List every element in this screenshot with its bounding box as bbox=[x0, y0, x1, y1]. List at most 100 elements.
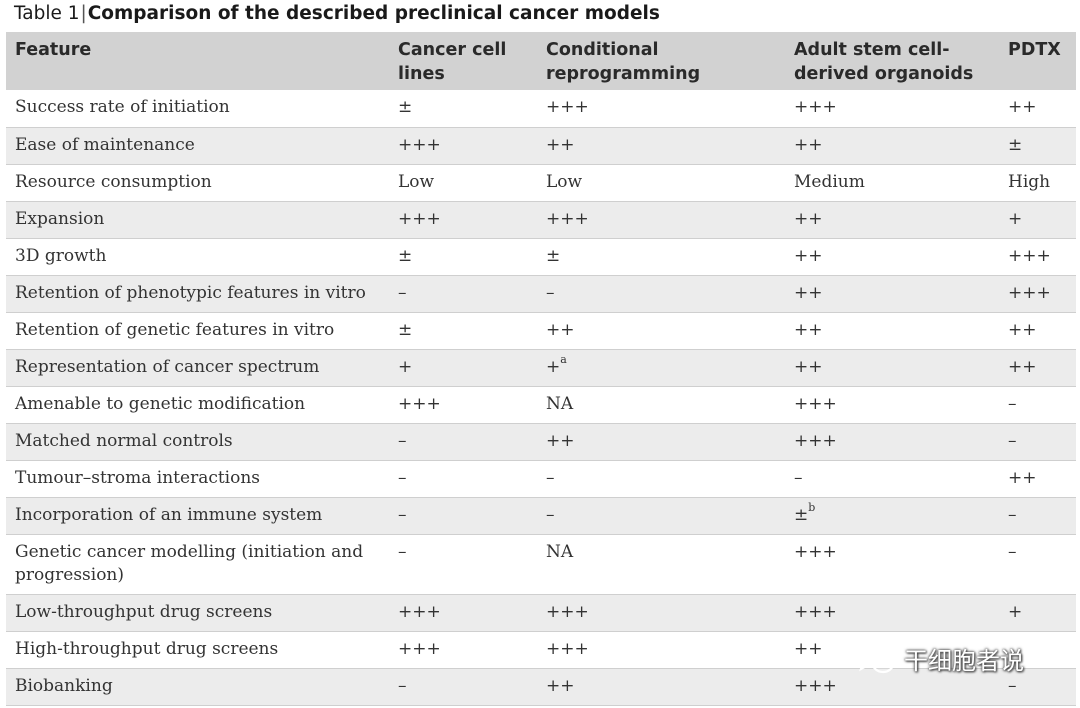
cell-value: + bbox=[1008, 601, 1023, 622]
feature-cell: Retention of genetic features in vitro bbox=[6, 312, 389, 350]
feature-cell: Retention of phenotypic features in vitr… bbox=[6, 275, 389, 313]
value-cell: Medium bbox=[785, 164, 999, 202]
value-cell: ±b bbox=[785, 497, 999, 535]
table-row: Tumour–stroma interactions – – – ++ bbox=[6, 460, 1076, 498]
header-pdtx: PDTX bbox=[999, 32, 1076, 90]
cell-value: +++ bbox=[398, 601, 441, 622]
cell-value: – bbox=[546, 504, 555, 525]
footnote-marker: b bbox=[808, 500, 816, 514]
cell-value: +++ bbox=[794, 541, 837, 562]
header-row: Feature Cancer cell lines Conditional re… bbox=[6, 32, 1076, 90]
value-cell: ++ bbox=[785, 238, 999, 276]
value-cell: – bbox=[537, 497, 785, 535]
value-cell: + bbox=[999, 594, 1076, 632]
cell-value: ++ bbox=[546, 134, 575, 155]
cell-value: +++ bbox=[398, 393, 441, 414]
cell-value: ++ bbox=[794, 319, 823, 340]
cell-value: High bbox=[1008, 171, 1051, 192]
cell-value: ± bbox=[398, 97, 413, 117]
value-cell: – bbox=[999, 423, 1076, 461]
header-feature: Feature bbox=[6, 32, 389, 90]
table-label: Table 1 bbox=[14, 3, 80, 24]
value-cell: ++ bbox=[785, 349, 999, 387]
cell-value: +++ bbox=[1008, 282, 1051, 303]
feature-cell: Low-throughput drug screens bbox=[6, 594, 389, 632]
value-cell: ++ bbox=[785, 275, 999, 313]
cell-value: +++ bbox=[546, 601, 589, 622]
value-cell: +++ bbox=[785, 668, 999, 706]
value-cell: ++ bbox=[999, 312, 1076, 350]
value-cell: High bbox=[999, 164, 1076, 202]
value-cell: ± bbox=[389, 238, 537, 276]
value-cell: – bbox=[389, 460, 537, 498]
value-cell: +++ bbox=[785, 386, 999, 424]
value-cell: ++ bbox=[785, 312, 999, 350]
feature-cell: Incorporation of an immune system bbox=[6, 497, 389, 535]
watermark-text: 干细胞者说 bbox=[904, 647, 1024, 675]
cell-value: – bbox=[546, 282, 555, 303]
cell-value: – bbox=[398, 467, 407, 488]
cell-value: + bbox=[398, 356, 413, 377]
cell-value: ++ bbox=[794, 134, 823, 155]
value-cell: ++ bbox=[999, 349, 1076, 387]
value-cell: ++ bbox=[537, 312, 785, 350]
cell-value: – bbox=[1008, 541, 1017, 562]
table-row: 3D growth ± ± ++ +++ bbox=[6, 238, 1076, 276]
cell-value: – bbox=[1008, 393, 1017, 414]
cell-value: ++ bbox=[1008, 467, 1037, 488]
feature-cell: High-throughput drug screens bbox=[6, 631, 389, 669]
cell-value: – bbox=[1008, 504, 1017, 525]
value-cell: ++ bbox=[537, 668, 785, 706]
cell-value: – bbox=[1008, 675, 1017, 696]
cell-value: ++ bbox=[794, 638, 823, 659]
value-cell: ± bbox=[537, 238, 785, 276]
cell-value: Low bbox=[546, 171, 583, 192]
value-cell: – bbox=[389, 423, 537, 461]
feature-cell: Expansion bbox=[6, 201, 389, 239]
table-row: Ease of maintenance +++ ++ ++ ± bbox=[6, 127, 1076, 165]
table-row: Expansion +++ +++ ++ + bbox=[6, 201, 1076, 239]
cell-value: – bbox=[398, 541, 407, 562]
value-cell: Low bbox=[389, 164, 537, 202]
cell-value: NA bbox=[546, 541, 574, 562]
value-cell: ++ bbox=[999, 460, 1076, 498]
feature-cell: Representation of cancer spectrum bbox=[6, 349, 389, 387]
cell-value: Low bbox=[398, 171, 435, 192]
value-cell bbox=[999, 631, 1076, 669]
cell-value: +++ bbox=[546, 638, 589, 659]
value-cell: ++ bbox=[537, 127, 785, 165]
value-cell: +++ bbox=[999, 238, 1076, 276]
table-row: Matched normal controls – ++ +++ – bbox=[6, 423, 1076, 461]
value-cell: – bbox=[389, 275, 537, 313]
cell-value: +++ bbox=[398, 638, 441, 659]
cell-value: – bbox=[398, 282, 407, 303]
value-cell: – bbox=[785, 460, 999, 498]
table-row: High-throughput drug screens +++ +++ ++ bbox=[6, 631, 1076, 669]
cell-value: ++ bbox=[1008, 97, 1037, 117]
value-cell: – bbox=[999, 668, 1076, 706]
cell-value: + bbox=[546, 356, 561, 377]
table-row: Retention of genetic features in vitro ± +… bbox=[6, 312, 1076, 350]
value-cell: ++ bbox=[785, 127, 999, 165]
cell-value: ± bbox=[794, 504, 809, 525]
value-cell: ± bbox=[389, 90, 537, 128]
cell-value: ± bbox=[398, 245, 413, 266]
table-row: Retention of phenotypic features in vitr… bbox=[6, 275, 1076, 313]
cell-value: ++ bbox=[794, 245, 823, 266]
cell-value: +++ bbox=[1008, 245, 1051, 266]
cell-value: ++ bbox=[794, 282, 823, 303]
cell-value: – bbox=[398, 675, 407, 696]
table-row: Genetic cancer modelling (initiation and… bbox=[6, 534, 1076, 595]
value-cell: ± bbox=[389, 312, 537, 350]
cell-value: NA bbox=[546, 393, 574, 414]
value-cell: + bbox=[999, 201, 1076, 239]
feature-cell: Tumour–stroma interactions bbox=[6, 460, 389, 498]
table-row: Amenable to genetic modification +++ NA +++… bbox=[6, 386, 1076, 424]
value-cell: Low bbox=[537, 164, 785, 202]
cell-value: +++ bbox=[546, 208, 589, 229]
table-title: Comparison of the described preclinical … bbox=[87, 3, 660, 24]
feature-cell: Biobanking bbox=[6, 668, 389, 706]
cell-value: +++ bbox=[794, 393, 837, 414]
value-cell: +++ bbox=[537, 201, 785, 239]
cell-value: – bbox=[398, 504, 407, 525]
